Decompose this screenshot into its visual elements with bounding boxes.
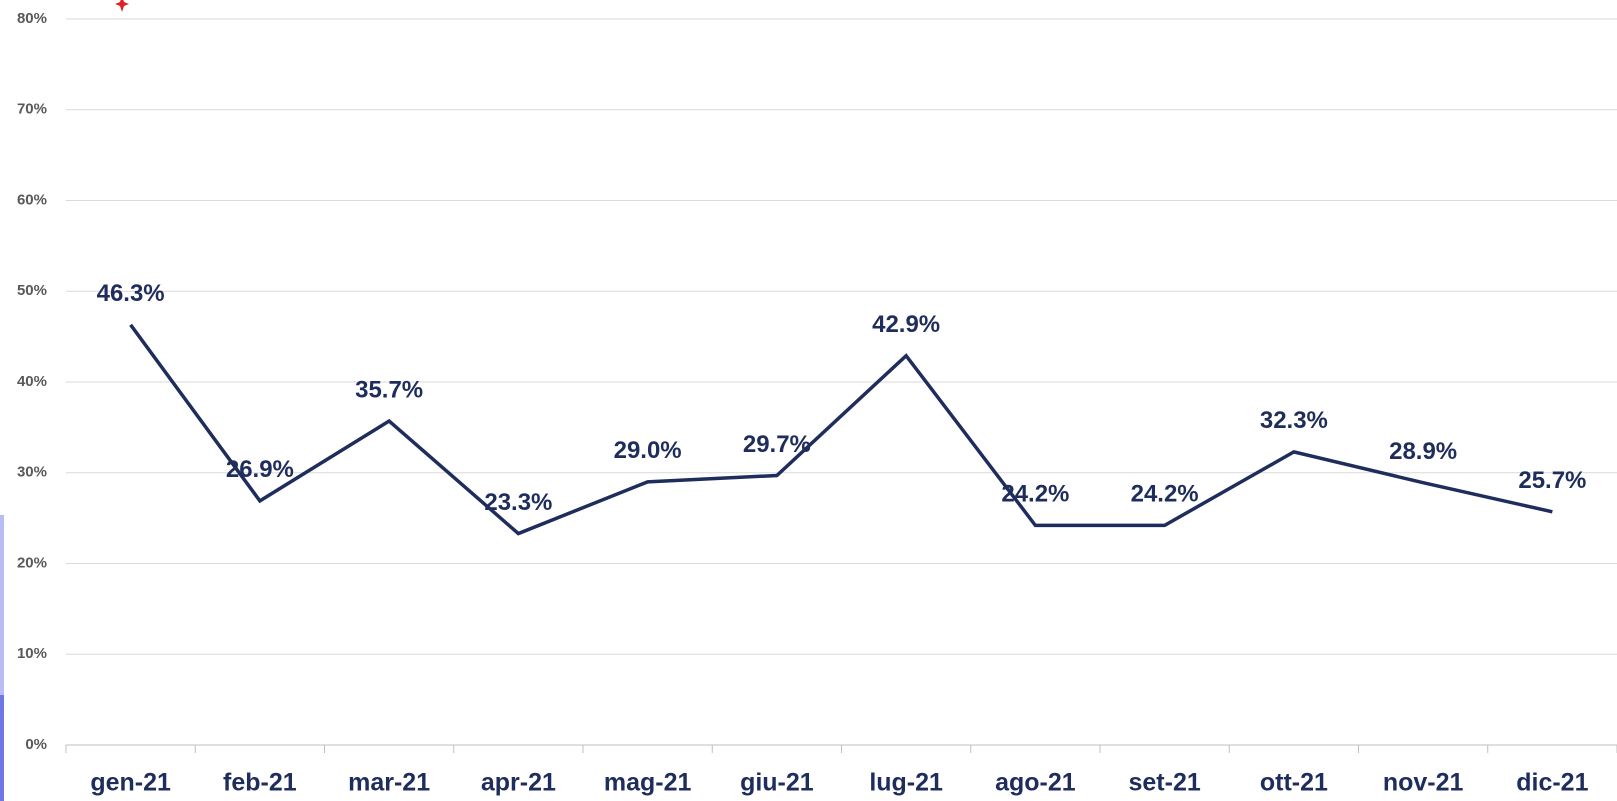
x-tick-label: gen-21 (90, 769, 171, 797)
data-label: 23.3% (484, 489, 552, 516)
y-tick-label: 10% (17, 645, 47, 662)
x-tick-label: apr-21 (481, 769, 556, 797)
edge-decoration (0, 515, 4, 695)
data-label: 28.9% (1389, 438, 1457, 465)
y-tick-label: 40% (17, 373, 47, 390)
x-tick-label: set-21 (1128, 769, 1200, 797)
x-tick-label: mar-21 (348, 769, 430, 797)
x-tick-label: ott-21 (1260, 769, 1328, 797)
y-tick-label: 60% (17, 191, 47, 208)
data-label: 46.3% (97, 280, 165, 307)
y-tick-label: 80% (17, 10, 47, 27)
y-tick-label: 70% (17, 101, 47, 118)
data-label: 24.2% (1131, 481, 1199, 508)
y-tick-label: 20% (17, 554, 47, 571)
x-tick-label: ago-21 (995, 769, 1076, 797)
x-tick-label: nov-21 (1383, 769, 1464, 797)
x-tick-label: lug-21 (869, 769, 943, 797)
y-tick-label: 50% (17, 282, 47, 299)
x-tick-label: dic-21 (1516, 769, 1588, 797)
data-label: 32.3% (1260, 407, 1328, 434)
data-label: 35.7% (355, 376, 423, 403)
x-tick-label: feb-21 (223, 769, 297, 797)
data-label: 29.7% (743, 431, 811, 458)
data-label: 29.0% (614, 437, 682, 464)
x-tick-label: mag-21 (604, 769, 692, 797)
data-label: 24.2% (1001, 481, 1069, 508)
data-label: 42.9% (872, 311, 940, 338)
y-tick-label: 30% (17, 464, 47, 481)
edge-decoration (0, 695, 4, 801)
y-tick-label: 0% (25, 736, 47, 753)
line (129, 323, 1553, 536)
x-tick-label: giu-21 (740, 769, 814, 797)
data-label: 25.7% (1518, 467, 1586, 494)
data-label: 26.9% (226, 456, 294, 483)
marker-decoration (115, 0, 129, 12)
